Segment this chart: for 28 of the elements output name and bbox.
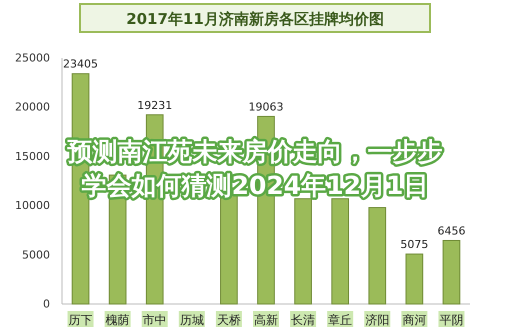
bar [442,240,460,304]
chart-title: 2017年11月济南新房各区挂牌均价图 [126,10,384,28]
x-tick-label: 平阴 [439,313,464,327]
x-tick-label: 市中 [142,313,167,327]
x-tick-label: 商河 [402,313,426,327]
bar [331,198,350,304]
data-label: 19231 [137,98,172,112]
x-tick-label: 高新 [254,313,278,327]
bar [294,198,312,304]
x-tick-label: 槐荫 [106,313,130,327]
x-tick-label: 历城 [180,313,204,327]
x-tick-label: 长清 [291,313,316,327]
x-tick-label: 天桥 [216,313,241,327]
y-tick-label: 25000 [15,52,50,64]
y-tick-label: 20000 [15,100,50,114]
y-tick-label: 0 [43,298,50,310]
data-label: 6456 [437,224,466,238]
y-tick-label: 15000 [15,150,50,163]
x-tick-label: 章丘 [328,313,352,327]
bar [368,207,386,304]
data-label: 5075 [400,238,428,252]
x-tick-label: 济阳 [365,313,390,327]
x-tick-label: 历下 [68,313,93,327]
y-tick-label: 10000 [15,199,50,212]
y-tick-label: 5000 [22,248,50,262]
data-label: 19063 [248,100,284,114]
bar [406,254,424,304]
data-label: 23405 [63,58,98,71]
